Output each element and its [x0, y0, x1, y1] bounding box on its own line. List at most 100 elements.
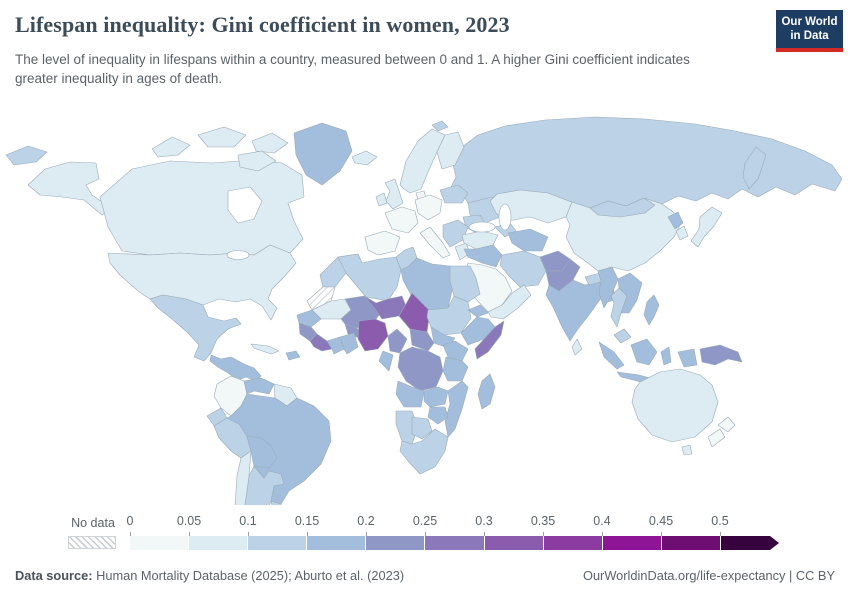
country-spain-portugal[interactable] — [364, 230, 401, 256]
country-norway-sweden[interactable] — [399, 128, 446, 194]
owid-logo[interactable]: Our World in Data — [776, 10, 843, 53]
country-botswana[interactable] — [411, 416, 433, 440]
country-uruguay[interactable] — [270, 500, 284, 505]
black-sea — [468, 221, 496, 233]
country-canada-baffin[interactable] — [237, 150, 277, 172]
legend-bin-0.1-0.15[interactable] — [248, 536, 308, 550]
country-papua-new-guinea[interactable] — [699, 344, 743, 366]
country-indonesia-sumatra[interactable] — [598, 341, 625, 370]
country-gabon-congo[interactable] — [378, 350, 394, 372]
country-poland-baltics[interactable] — [439, 184, 469, 204]
country-canada-arctic-island[interactable] — [151, 136, 191, 158]
country-north-korea[interactable] — [667, 211, 684, 230]
country-yemen-oman[interactable] — [487, 284, 532, 320]
country-mongolia[interactable] — [589, 197, 656, 218]
country-new-zealand-south[interactable] — [707, 428, 726, 448]
legend-bin-0.15-0.2[interactable] — [307, 536, 367, 550]
country-russia-chukotka[interactable] — [5, 145, 48, 166]
map-legend: No data 0 0.05 0.1 0.15 0.2 0.25 0.3 0.35 0.4 0.4… — [0, 510, 850, 558]
page-title: Lifespan inequality: Gini coefficient in… — [15, 12, 510, 37]
legend-no-data-swatch[interactable] — [68, 536, 116, 549]
country-ireland[interactable] — [375, 192, 388, 207]
country-zimbabwe[interactable] — [427, 406, 449, 425]
legend-tick-label: 0.4 — [593, 514, 611, 528]
country-iran[interactable] — [499, 250, 547, 288]
legend-bin->0.5[interactable] — [721, 536, 779, 550]
country-angola[interactable] — [395, 380, 425, 408]
country-uk[interactable] — [384, 178, 404, 210]
country-tasmania[interactable] — [681, 444, 693, 456]
chart-subtitle: The level of inequality in lifespans wit… — [15, 52, 690, 86]
country-ghana-togo-benin[interactable] — [339, 332, 359, 355]
country-egypt[interactable] — [449, 265, 481, 303]
country-eritrea-djibouti[interactable] — [467, 304, 489, 318]
legend-bin-0.3-0.35[interactable] — [484, 536, 544, 550]
country-italy[interactable] — [419, 226, 451, 259]
country-new-zealand-north[interactable] — [717, 416, 736, 433]
country-indonesia-borneo[interactable] — [630, 338, 658, 366]
legend-bin-0.2-0.25[interactable] — [366, 536, 426, 550]
country-russia-kamchatka[interactable] — [742, 146, 767, 190]
country-canada-arctic-island[interactable] — [251, 132, 289, 154]
country-iraq-syria[interactable] — [463, 244, 503, 268]
country-chile[interactable] — [229, 450, 252, 505]
country-myanmar[interactable] — [597, 266, 619, 309]
country-finland[interactable] — [436, 131, 465, 170]
country-uganda-kenya[interactable] — [442, 340, 469, 362]
country-alaska[interactable] — [27, 161, 113, 216]
chart-footer: Data source: Human Mortality Database (2… — [15, 568, 835, 583]
country-central-asia[interactable] — [507, 228, 549, 252]
country-senegal[interactable] — [296, 309, 322, 328]
country-cuba[interactable] — [250, 343, 280, 355]
country-venezuela[interactable] — [243, 377, 275, 395]
country-sri-lanka[interactable] — [571, 338, 583, 356]
country-france[interactable] — [384, 206, 419, 234]
country-indonesia-papua[interactable] — [677, 348, 698, 368]
country-iceland[interactable] — [351, 150, 378, 166]
legend-bin-0.35-0.4[interactable] — [543, 536, 603, 550]
country-south-korea[interactable] — [675, 225, 689, 241]
country-canada-arctic-island[interactable] — [197, 126, 247, 148]
legend-bin-0.05-0.1[interactable] — [189, 536, 249, 550]
country-somalia[interactable] — [474, 320, 505, 360]
country-hispaniola[interactable] — [285, 350, 301, 361]
country-malaysia[interactable] — [613, 328, 632, 344]
legend-bin-0.4-0.45[interactable] — [602, 536, 662, 550]
country-india[interactable] — [545, 279, 608, 342]
country-tanzania[interactable] — [442, 356, 469, 382]
country-thailand[interactable] — [610, 287, 628, 328]
country-sudan[interactable] — [426, 295, 472, 336]
country-mozambique-malawi[interactable] — [444, 380, 469, 438]
country-australia[interactable] — [631, 368, 719, 443]
country-germany-central-europe[interactable] — [414, 194, 443, 221]
legend-bin-0.25-0.3[interactable] — [425, 536, 485, 550]
hudson-bay — [227, 186, 263, 224]
country-cote-divoire[interactable] — [326, 336, 345, 355]
country-mexico[interactable] — [149, 294, 242, 362]
country-madagascar[interactable] — [477, 373, 496, 410]
owid-logo-line2: in Data — [790, 29, 829, 42]
world-map — [0, 105, 850, 505]
country-philippines[interactable] — [643, 294, 660, 326]
attribution-link[interactable]: OurWorldinData.org/life-expectancy | CC … — [582, 568, 835, 583]
country-bolivia[interactable] — [246, 435, 278, 469]
legend-tick — [366, 532, 367, 537]
country-japan[interactable] — [690, 206, 723, 248]
country-algeria[interactable] — [337, 253, 402, 302]
country-cameroon[interactable] — [387, 328, 408, 354]
country-ethiopia[interactable] — [460, 316, 496, 346]
country-svalbard[interactable] — [431, 120, 449, 132]
country-dr-congo[interactable] — [397, 346, 444, 392]
country-greenland[interactable] — [293, 122, 353, 186]
country-south-africa[interactable] — [399, 428, 449, 475]
legend-bin-0-0.05[interactable] — [130, 536, 190, 550]
country-argentina[interactable] — [237, 465, 285, 505]
owid-logo-line1: Our World — [781, 16, 838, 28]
country-canada[interactable] — [99, 159, 305, 256]
country-central-african-republic[interactable] — [409, 328, 435, 352]
country-nigeria[interactable] — [357, 318, 389, 352]
legend-bin-0.45-0.5[interactable] — [661, 536, 721, 550]
country-zambia[interactable] — [423, 386, 449, 408]
country-central-america[interactable] — [209, 354, 262, 382]
country-indonesia-sulawesi[interactable] — [660, 346, 672, 366]
